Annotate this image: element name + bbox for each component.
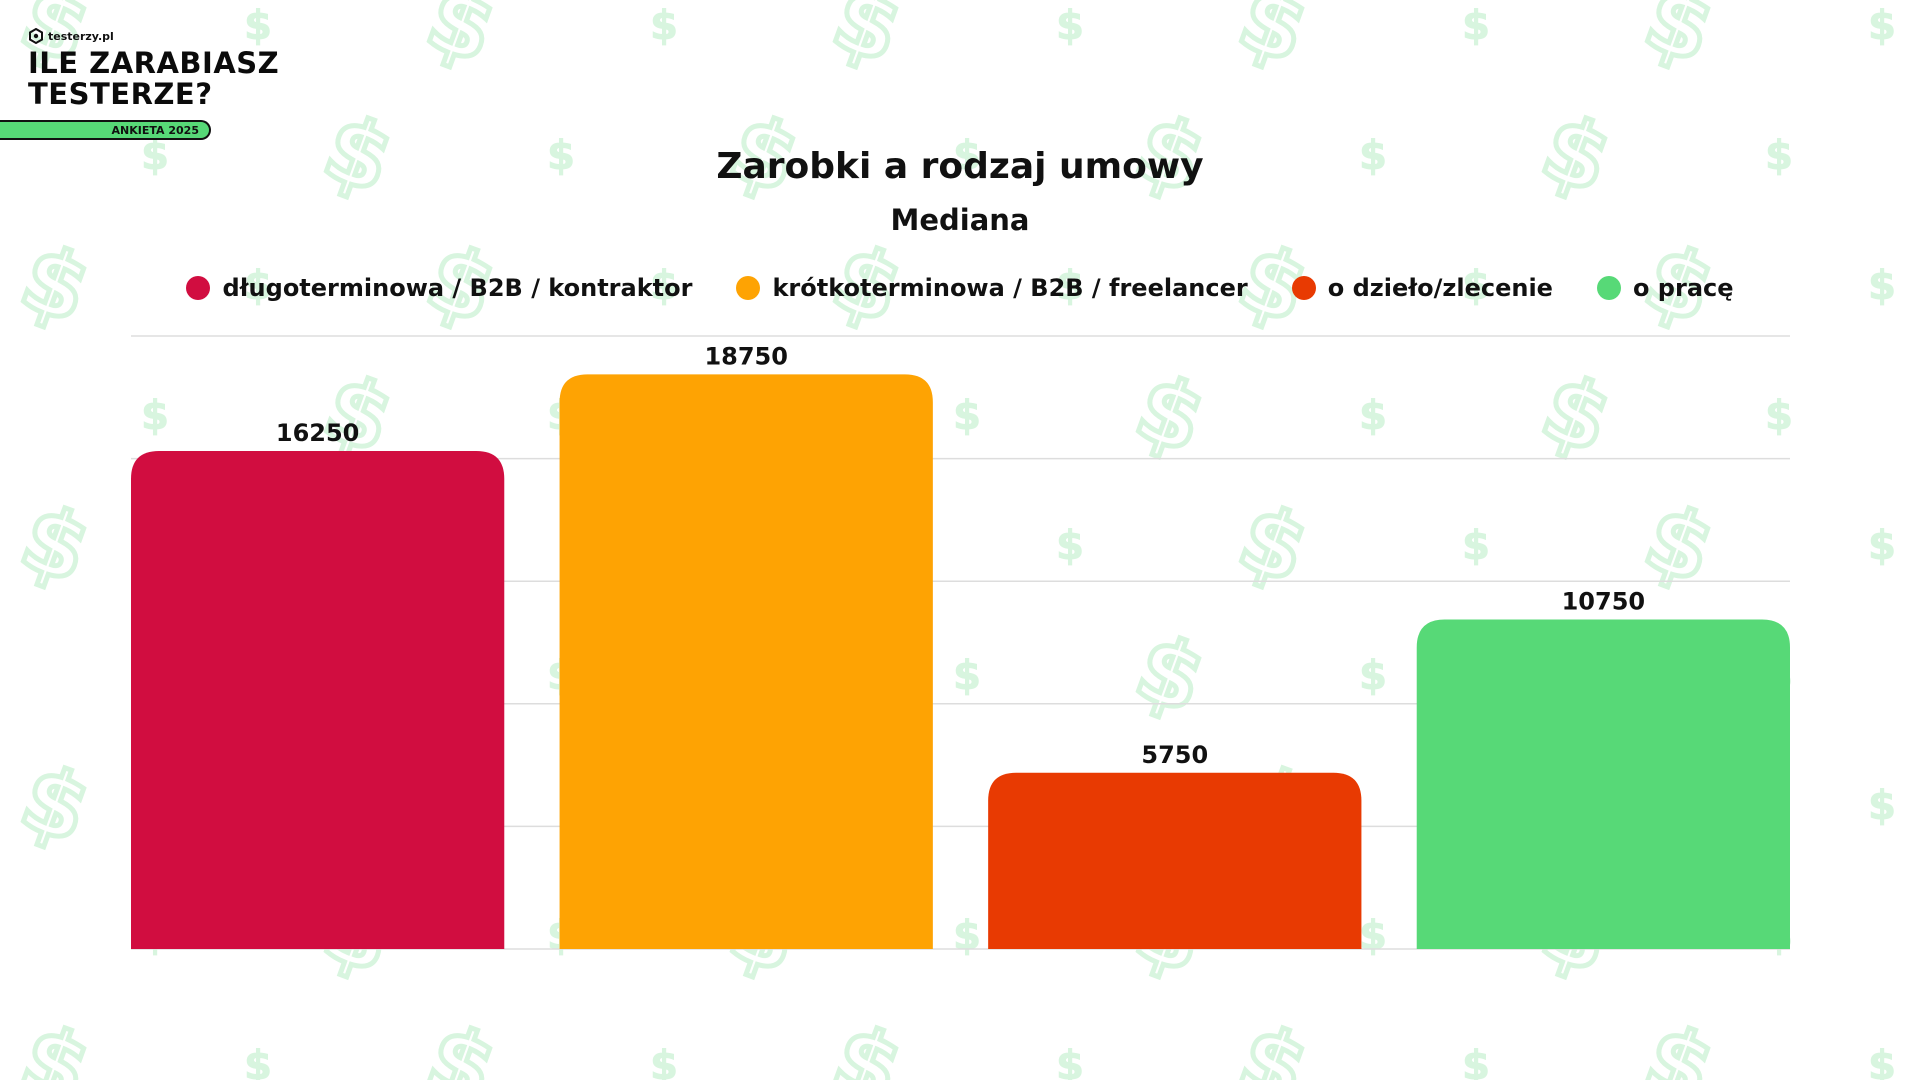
survey-title-line-1: ILE ZARABIASZ bbox=[28, 46, 280, 80]
dollar-sign-icon: $ bbox=[953, 913, 981, 959]
bar-value-label: 10750 bbox=[1562, 588, 1646, 616]
dollar-sign-icon: $ bbox=[244, 1043, 272, 1080]
legend-label: o pracę bbox=[1632, 274, 1734, 302]
legend-item[interactable]: o dzieło/zlecenie bbox=[1291, 274, 1553, 302]
dollar-sign-icon: $ bbox=[1462, 1043, 1490, 1080]
dollar-sign-icon: $ bbox=[650, 1043, 678, 1080]
bar[interactable] bbox=[559, 374, 933, 949]
legend-color-dot bbox=[736, 276, 761, 300]
survey-title-line-2: TESTERZE? bbox=[28, 77, 213, 111]
dollar-sign-icon: $ bbox=[141, 393, 169, 439]
dollar-sign-icon: $ bbox=[1056, 263, 1084, 309]
legend-label: o dzieło/zlecenie bbox=[1327, 274, 1553, 302]
legend-color-dot bbox=[1291, 276, 1316, 300]
chart-legend: długoterminowa / B2B / kontraktor krótkot… bbox=[0, 274, 1920, 302]
dollar-sign-icon: $ bbox=[1765, 393, 1793, 439]
legend-item[interactable]: długoterminowa / B2B / kontraktor bbox=[186, 274, 692, 302]
dollar-sign-icon: $ bbox=[1765, 133, 1793, 179]
chart-subtitle: Mediana bbox=[890, 203, 1030, 237]
dollar-sign-icon: $ bbox=[1359, 133, 1387, 179]
dollar-sign-icon: $ bbox=[1868, 1043, 1896, 1080]
dollar-sign-icon: $ bbox=[1462, 3, 1490, 49]
chart-title: Zarobki a rodzaj umowy bbox=[716, 146, 1204, 187]
dollar-sign-icon: $ bbox=[953, 653, 981, 699]
dollar-sign-icon: $ bbox=[1462, 523, 1490, 569]
dollar-sign-icon: $ bbox=[141, 133, 169, 179]
legend-color-dot bbox=[186, 276, 211, 300]
dollar-sign-icon: $ bbox=[1056, 3, 1084, 49]
dollar-sign-icon: $ bbox=[1359, 913, 1387, 959]
legend-item[interactable]: o pracę bbox=[1596, 274, 1734, 302]
dollar-sign-icon: $ bbox=[1359, 653, 1387, 699]
dollar-sign-icon: $ bbox=[1868, 523, 1896, 569]
dollar-sign-icon: $ bbox=[1462, 263, 1490, 309]
brand-logo[interactable]: testerzy.pl bbox=[28, 28, 288, 44]
bar-value-label: 18750 bbox=[704, 342, 788, 370]
survey-badge: ANKIETA 2025 bbox=[0, 120, 211, 140]
dollar-sign-icon: $ bbox=[1359, 393, 1387, 439]
dollar-sign-icon: $ bbox=[1868, 3, 1896, 49]
brand-logo-text: testerzy.pl bbox=[48, 29, 114, 43]
dollar-sign-icon: $ bbox=[547, 133, 575, 179]
dollar-sign-icon: $ bbox=[650, 3, 678, 49]
bar-value-label: 16250 bbox=[276, 419, 360, 447]
testerzy-logo-icon bbox=[29, 28, 43, 44]
dollar-sign-icon: $ bbox=[953, 393, 981, 439]
legend-item[interactable]: krótkoterminowa / B2B / freelancer bbox=[736, 274, 1248, 302]
survey-title: ILE ZARABIASZ TESTERZE? bbox=[28, 48, 288, 110]
dollar-sign-icon: $ bbox=[1868, 263, 1896, 309]
dollar-sign-icon: $ bbox=[244, 3, 272, 49]
dollar-sign-icon: $ bbox=[953, 133, 981, 179]
dollar-sign-icon: $ bbox=[650, 263, 678, 309]
bar[interactable] bbox=[988, 772, 1362, 949]
dollar-sign-icon: $ bbox=[244, 263, 272, 309]
bar[interactable] bbox=[1416, 619, 1790, 949]
legend-color-dot bbox=[1596, 276, 1621, 300]
bar-value-label: 5750 bbox=[1141, 741, 1208, 769]
legend-label: długoterminowa / B2B / kontraktor bbox=[222, 274, 693, 302]
dollar-sign-icon: $ bbox=[1868, 783, 1896, 829]
brand-header: testerzy.pl ILE ZARABIASZ TESTERZE? ANKI… bbox=[0, 28, 288, 140]
dollar-sign-icon: $ bbox=[1056, 1043, 1084, 1080]
bar[interactable] bbox=[131, 450, 505, 949]
dollar-sign-icon: $ bbox=[1056, 523, 1084, 569]
survey-badge-label: ANKIETA 2025 bbox=[111, 123, 199, 137]
legend-label: krótkoterminowa / B2B / freelancer bbox=[772, 274, 1248, 302]
